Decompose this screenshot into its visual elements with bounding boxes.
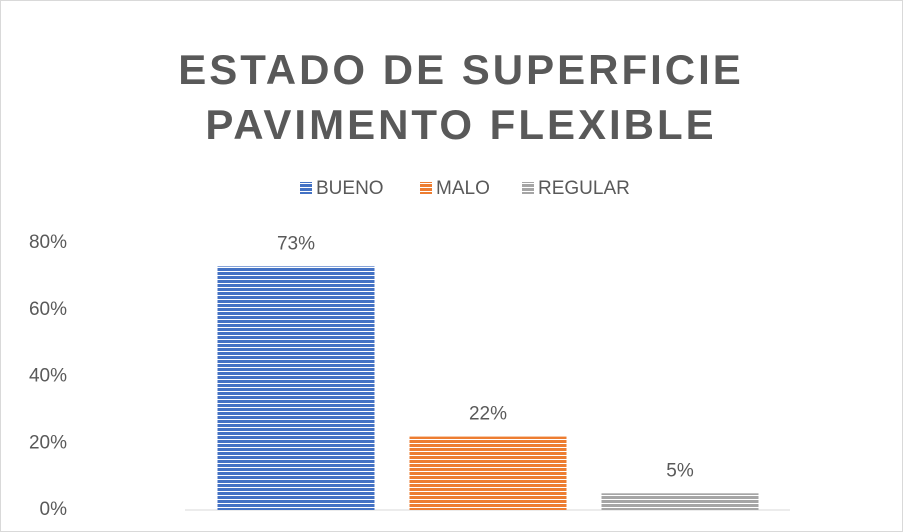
y-tick-label: 60%: [29, 299, 67, 320]
data-label: 73%: [277, 233, 315, 254]
chart-title: ESTADO DE SUPERFICIE PAVIMENTO FLEXIBLE: [178, 46, 744, 148]
y-tick-label: 80%: [29, 232, 67, 253]
legend-label: BUENO: [316, 178, 384, 199]
bar: [601, 493, 759, 510]
y-tick-label: 40%: [29, 366, 67, 387]
y-tick-label: 0%: [40, 499, 68, 520]
legend-swatch: [522, 182, 534, 194]
legend-swatch: [300, 182, 312, 194]
data-label: 22%: [469, 404, 507, 425]
data-label: 5%: [666, 460, 694, 481]
legend-swatch: [420, 182, 432, 194]
y-tick-label: 20%: [29, 432, 67, 453]
legend-label: REGULAR: [538, 178, 630, 199]
legend-label: MALO: [436, 178, 490, 199]
bar: [409, 436, 567, 510]
bar: [217, 266, 375, 510]
